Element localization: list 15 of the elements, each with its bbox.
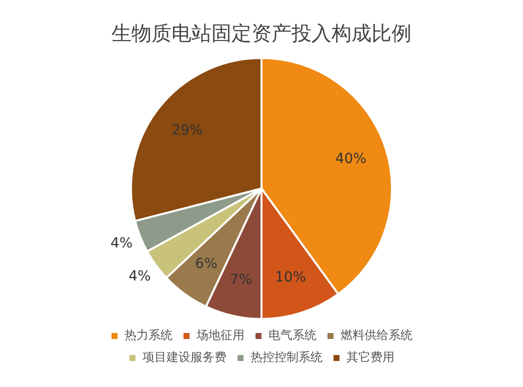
legend-label: 电气系统 (268, 328, 316, 342)
data-label: 4% (128, 268, 151, 285)
legend-label: 其它费用 (346, 350, 394, 364)
legend-label: 项目建设服务费 (142, 350, 226, 364)
legend-label: 燃料供给系统 (340, 328, 412, 342)
legend-label: 场地征用 (196, 328, 244, 342)
data-label: 40% (335, 151, 366, 168)
data-label: 29% (172, 122, 203, 139)
data-label: 6% (195, 256, 218, 272)
data-label: 4% (110, 236, 133, 252)
legend-label: 热控控制系统 (250, 350, 322, 364)
data-label: 7% (230, 272, 252, 288)
data-label: 10% (274, 270, 306, 286)
chart-title: 生物质电站固定资产投入构成比例 (112, 21, 412, 46)
legend-label: 热力系统 (124, 328, 172, 342)
